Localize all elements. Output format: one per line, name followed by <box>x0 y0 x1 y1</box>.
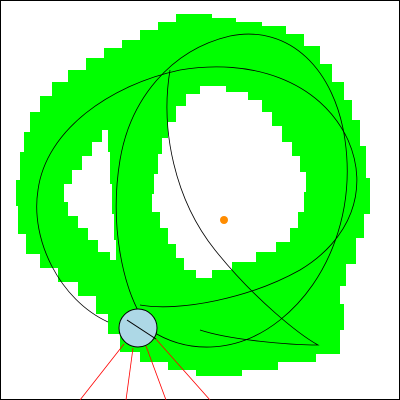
sensor-ray <box>125 347 134 400</box>
sensor-rays <box>79 337 211 400</box>
robot-heading-indicator <box>126 319 157 340</box>
trajectory-loop-left <box>36 66 358 323</box>
trajectory-loop-upper <box>166 69 320 346</box>
robot[interactable] <box>118 308 158 348</box>
coverage-area <box>16 14 370 376</box>
trajectory-loop-right <box>115 33 348 348</box>
robot-body-icon[interactable] <box>118 308 158 348</box>
sensor-ray <box>145 345 167 400</box>
target-icon <box>220 216 228 224</box>
sensor-ray <box>79 343 125 400</box>
sensor-ray <box>154 337 211 400</box>
robot-trajectory <box>36 33 358 348</box>
